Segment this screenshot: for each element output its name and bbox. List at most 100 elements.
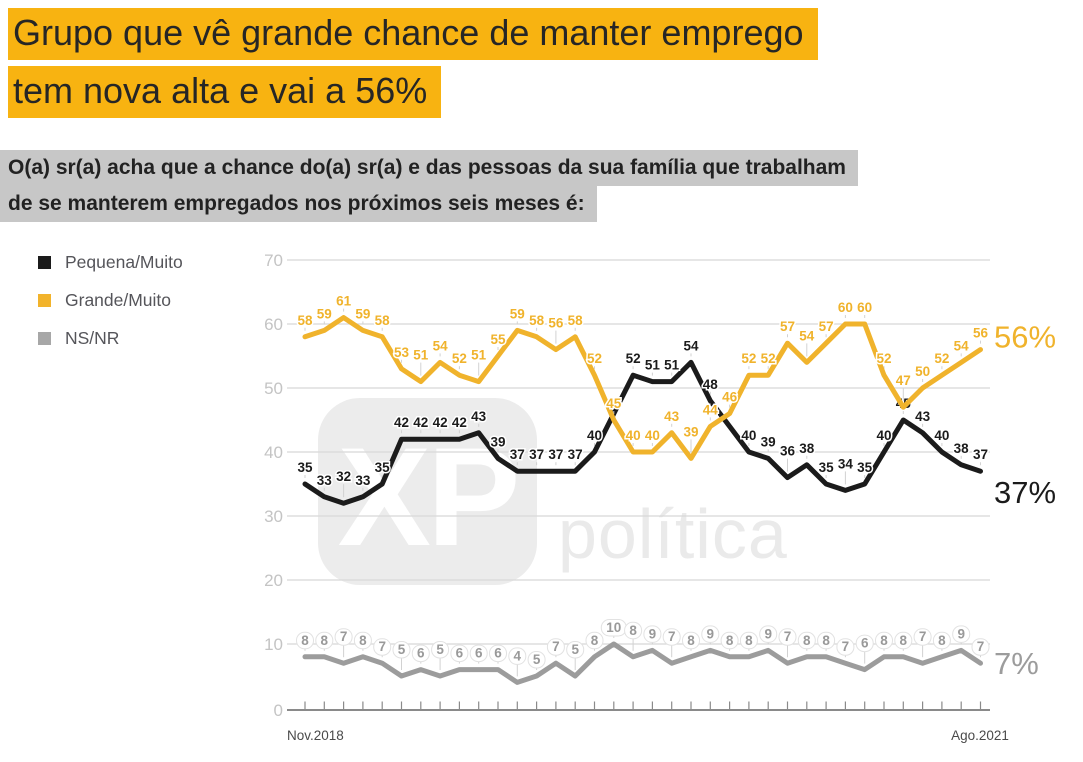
data-label: 37 (973, 447, 988, 462)
data-label: 40 (645, 428, 660, 443)
label-leader-lines (304, 308, 981, 453)
data-label: 4 (514, 648, 522, 663)
legend-item-grande: Grande/Muito (38, 289, 183, 310)
y-tick-label: 30 (264, 507, 283, 526)
data-label: 38 (954, 441, 970, 456)
data-label: 52 (626, 351, 641, 366)
legend-label: Grande/Muito (65, 289, 172, 310)
data-label: 32 (336, 469, 351, 484)
y-tick-label: 0 (274, 701, 283, 720)
data-label: 7 (784, 629, 792, 644)
data-label: 36 (780, 444, 796, 459)
data-label: 33 (317, 473, 333, 488)
data-label: 58 (297, 313, 313, 328)
series-end-value-label: 7% (994, 646, 1039, 681)
legend-swatch-yellow (38, 293, 51, 307)
data-label: 5 (436, 642, 444, 657)
y-tick-label: 50 (264, 379, 283, 398)
watermark: XP política (318, 398, 787, 585)
data-label: 54 (954, 338, 970, 353)
data-label: 6 (417, 646, 425, 661)
data-label: 38 (799, 441, 815, 456)
data-label: 9 (957, 626, 965, 641)
data-label: 5 (398, 642, 406, 657)
data-label: 56 (973, 326, 989, 341)
data-label: 52 (452, 351, 467, 366)
data-label: 8 (591, 633, 599, 648)
y-tick-label: 60 (264, 315, 283, 334)
series-end-value-label: 56% (994, 320, 1056, 355)
data-label: 35 (375, 460, 391, 475)
data-label: 42 (433, 415, 448, 430)
data-label: 8 (745, 633, 753, 648)
data-label: 6 (494, 646, 502, 661)
data-label: 35 (297, 460, 313, 475)
data-label: 44 (703, 402, 719, 417)
data-label: 8 (687, 633, 695, 648)
data-label: 9 (764, 626, 772, 641)
data-label: 7 (340, 629, 348, 644)
data-label: 48 (703, 377, 719, 392)
data-label: 47 (896, 373, 911, 388)
data-label: 39 (683, 424, 698, 439)
data-label: 59 (510, 306, 525, 321)
data-label: 57 (780, 319, 795, 334)
data-label: 7 (977, 639, 985, 654)
data-label: 7 (552, 639, 560, 654)
data-label: 6 (475, 646, 483, 661)
data-label: 58 (529, 313, 545, 328)
subtitle-line-2: de se manterem empregados nos próximos s… (0, 186, 597, 222)
data-label: 53 (394, 345, 410, 360)
y-tick-label: 70 (264, 251, 283, 270)
data-label: 37 (568, 447, 583, 462)
data-label: 42 (394, 415, 409, 430)
page-title: Grupo que vê grande chance de manter emp… (8, 8, 818, 124)
series-end-value-label: 37% (994, 475, 1056, 510)
data-label: 42 (452, 415, 467, 430)
data-label: 6 (861, 636, 869, 651)
data-label: 51 (645, 358, 661, 373)
data-label: 61 (336, 294, 352, 309)
data-label: 42 (413, 415, 428, 430)
data-label: 52 (587, 351, 602, 366)
data-label: 8 (359, 633, 367, 648)
data-label: 40 (934, 428, 949, 443)
x-axis: Nov.2018 Ago.2021 (287, 701, 1009, 743)
data-label: 58 (568, 313, 584, 328)
data-label: 35 (857, 460, 873, 475)
data-label: 7 (842, 639, 850, 654)
data-label: 43 (915, 409, 931, 424)
legend-swatch-black (38, 255, 51, 269)
title-line-1: Grupo que vê grande chance de manter emp… (8, 8, 818, 60)
data-label: 8 (880, 633, 888, 648)
legend-item-nsnr: NS/NR (38, 327, 183, 348)
x-axis-end-label: Ago.2021 (951, 728, 1009, 743)
data-label: 8 (822, 633, 830, 648)
data-label: 51 (664, 358, 680, 373)
data-label: 5 (533, 652, 541, 667)
legend-label: NS/NR (65, 327, 120, 348)
data-label: 7 (378, 639, 386, 654)
data-label: 9 (707, 626, 715, 641)
data-label: 6 (456, 646, 464, 661)
subtitle-line-1: O(a) sr(a) acha que a chance do(a) sr(a)… (0, 150, 858, 186)
series-line (302, 359, 983, 506)
data-label: 37 (510, 447, 525, 462)
data-label: 57 (819, 319, 834, 334)
data-label: 43 (471, 409, 487, 424)
data-label: 60 (838, 300, 853, 315)
data-label: 59 (355, 306, 370, 321)
data-label: 33 (355, 473, 371, 488)
data-label: 56 (548, 316, 564, 331)
data-label: 52 (876, 351, 891, 366)
data-label: 7 (919, 629, 927, 644)
data-label: 35 (819, 460, 835, 475)
data-label: 58 (375, 313, 391, 328)
y-tick-label: 20 (264, 571, 283, 590)
data-label: 40 (587, 428, 602, 443)
chart-subtitle: O(a) sr(a) acha que a chance do(a) sr(a)… (0, 150, 858, 222)
